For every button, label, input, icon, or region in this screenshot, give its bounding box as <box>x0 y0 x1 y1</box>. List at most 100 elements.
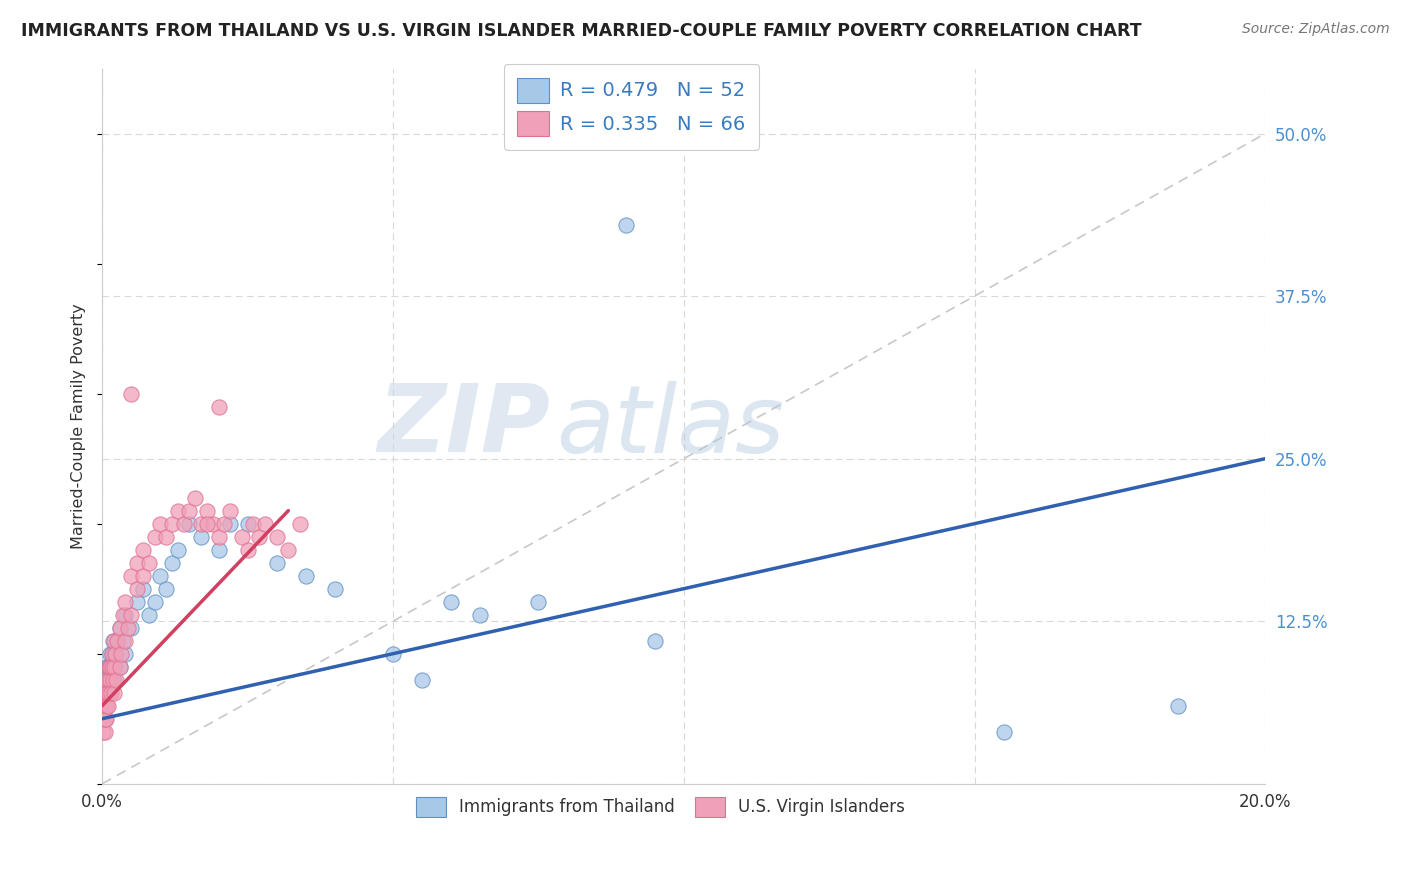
Point <box>114 647 136 661</box>
Point <box>132 568 155 582</box>
Point <box>254 516 277 531</box>
Point <box>323 582 346 596</box>
Point <box>105 647 128 661</box>
Point <box>155 582 177 596</box>
Point <box>127 556 149 570</box>
Point <box>120 607 142 622</box>
Point <box>411 673 433 687</box>
Point <box>138 556 160 570</box>
Point <box>179 516 201 531</box>
Point <box>93 712 115 726</box>
Point <box>173 516 195 531</box>
Point <box>100 647 122 661</box>
Point <box>190 516 212 531</box>
Legend: Immigrants from Thailand, U.S. Virgin Islanders: Immigrants from Thailand, U.S. Virgin Is… <box>408 789 914 825</box>
Point <box>207 530 229 544</box>
Point <box>94 712 117 726</box>
Point <box>98 659 121 673</box>
Point <box>166 503 188 517</box>
Point <box>101 659 124 673</box>
Point <box>527 595 550 609</box>
Point <box>101 673 124 687</box>
Point <box>111 633 134 648</box>
Point <box>96 659 118 673</box>
Point <box>97 698 120 713</box>
Point <box>288 516 311 531</box>
Point <box>101 659 124 673</box>
Point <box>108 621 131 635</box>
Y-axis label: Married-Couple Family Poverty: Married-Couple Family Poverty <box>72 303 86 549</box>
Point <box>127 582 149 596</box>
Point <box>103 686 125 700</box>
Point <box>104 659 127 673</box>
Point <box>100 673 122 687</box>
Point <box>190 530 212 544</box>
Point <box>160 516 183 531</box>
Text: atlas: atlas <box>555 381 785 472</box>
Point <box>93 724 115 739</box>
Point <box>93 698 115 713</box>
Point <box>132 582 155 596</box>
Point <box>214 516 236 531</box>
Point <box>98 659 121 673</box>
Point <box>117 621 139 635</box>
Point <box>184 491 207 505</box>
Point <box>108 659 131 673</box>
Text: Source: ZipAtlas.com: Source: ZipAtlas.com <box>1241 22 1389 37</box>
Point <box>100 686 122 700</box>
Point <box>103 659 125 673</box>
Point <box>440 595 463 609</box>
Point <box>201 516 224 531</box>
Point <box>114 633 136 648</box>
Point <box>96 686 118 700</box>
Point <box>231 530 253 544</box>
Point <box>614 218 637 232</box>
Point <box>104 647 127 661</box>
Point <box>108 621 131 635</box>
Text: ZIP: ZIP <box>377 380 550 472</box>
Point <box>98 647 121 661</box>
Point <box>166 542 188 557</box>
Point <box>120 568 142 582</box>
Point <box>294 568 316 582</box>
Point <box>105 673 128 687</box>
Point <box>143 595 166 609</box>
Point <box>149 568 172 582</box>
Point <box>98 673 121 687</box>
Point <box>132 542 155 557</box>
Point <box>100 647 122 661</box>
Point <box>105 633 128 648</box>
Point <box>242 516 264 531</box>
Point <box>96 698 118 713</box>
Point <box>96 673 118 687</box>
Point <box>207 542 229 557</box>
Text: IMMIGRANTS FROM THAILAND VS U.S. VIRGIN ISLANDER MARRIED-COUPLE FAMILY POVERTY C: IMMIGRANTS FROM THAILAND VS U.S. VIRGIN … <box>21 22 1142 40</box>
Point <box>179 503 201 517</box>
Point <box>94 673 117 687</box>
Point <box>97 659 120 673</box>
Point <box>219 503 242 517</box>
Point <box>114 595 136 609</box>
Point <box>644 633 666 648</box>
Point <box>94 712 117 726</box>
Point <box>96 712 118 726</box>
Point <box>93 724 115 739</box>
Point <box>160 556 183 570</box>
Point <box>105 633 128 648</box>
Point <box>114 607 136 622</box>
Point <box>195 503 218 517</box>
Point <box>103 673 125 687</box>
Point <box>236 542 259 557</box>
Point <box>120 386 142 401</box>
Point <box>247 530 270 544</box>
Point <box>103 633 125 648</box>
Point <box>993 724 1015 739</box>
Point <box>110 647 132 661</box>
Point <box>149 516 172 531</box>
Point <box>108 659 131 673</box>
Point <box>219 516 242 531</box>
Point <box>103 647 125 661</box>
Point <box>143 530 166 544</box>
Point <box>101 633 124 648</box>
Point <box>120 621 142 635</box>
